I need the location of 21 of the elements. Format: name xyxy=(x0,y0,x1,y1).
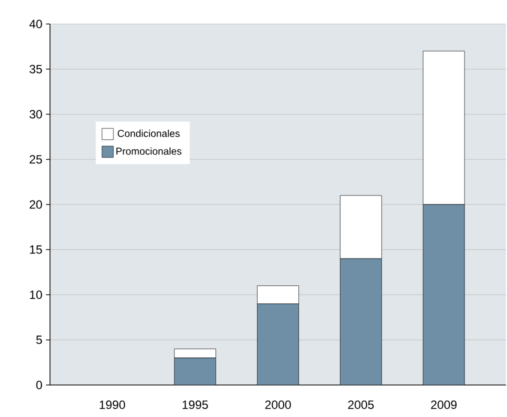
legend-label: Promocionales xyxy=(116,147,182,155)
x-tick-label: 1995 xyxy=(182,400,208,410)
x-tick-label: 1990 xyxy=(100,400,126,410)
bar xyxy=(422,204,465,385)
y-tick-label: 15 xyxy=(30,245,42,254)
bar xyxy=(257,304,299,385)
y-tick-label: 35 xyxy=(30,64,42,74)
x-tick-label: 2005 xyxy=(348,400,374,410)
y-tick-label: 20 xyxy=(30,200,42,209)
x-tick-label: 2009 xyxy=(431,400,457,410)
bar xyxy=(257,286,299,304)
y-tick-label: 30 xyxy=(30,110,42,118)
y-tick-label: 5 xyxy=(36,336,42,344)
y-tick-label: 25 xyxy=(30,155,42,164)
y-tick-label: 40 xyxy=(29,20,42,28)
bar xyxy=(340,258,382,385)
bar xyxy=(174,358,216,385)
x-tick-label: 2000 xyxy=(265,400,291,410)
y-tick-label: 0 xyxy=(36,380,42,390)
y-tick-label: 10 xyxy=(30,290,42,299)
legend-label: Condicionales xyxy=(118,130,180,138)
